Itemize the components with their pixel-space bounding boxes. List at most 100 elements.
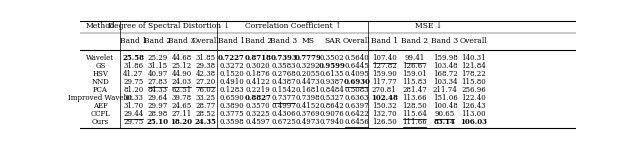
Text: 0.9599: 0.9599 (319, 62, 346, 70)
Text: 111.66: 111.66 (403, 118, 427, 126)
Text: 25.29: 25.29 (148, 54, 168, 62)
Text: 0.3598: 0.3598 (220, 118, 244, 126)
Text: 0.4387: 0.4387 (271, 78, 296, 86)
Text: 113.66: 113.66 (403, 94, 427, 102)
Text: 44.90: 44.90 (172, 70, 192, 78)
Text: 0.3272: 0.3272 (220, 62, 244, 70)
Text: 103.48: 103.48 (433, 62, 458, 70)
Text: HSV: HSV (92, 70, 108, 78)
Text: 132.70: 132.70 (372, 110, 397, 118)
Text: 126.67: 126.67 (403, 62, 427, 70)
Text: 113.00: 113.00 (461, 110, 486, 118)
Text: 0.5327: 0.5327 (320, 94, 344, 102)
Text: Band 3: Band 3 (270, 37, 298, 45)
Text: 211.74: 211.74 (433, 86, 458, 94)
Text: 270.81: 270.81 (372, 86, 397, 94)
Text: Ours: Ours (92, 118, 109, 126)
Text: 28.98: 28.98 (148, 110, 168, 118)
Text: 256.96: 256.96 (461, 86, 486, 94)
Text: 0.3769: 0.3769 (296, 110, 321, 118)
Text: 31.15: 31.15 (148, 62, 168, 70)
Text: 18.20: 18.20 (171, 118, 193, 126)
Text: 0.4973: 0.4973 (296, 118, 321, 126)
Text: 0.7393: 0.7393 (271, 54, 297, 62)
Text: 150.32: 150.32 (372, 102, 397, 110)
Text: 39.78: 39.78 (172, 94, 192, 102)
Text: MSE ↓: MSE ↓ (415, 22, 442, 30)
Text: Wavelet: Wavelet (86, 54, 115, 62)
Text: 103.34: 103.34 (433, 78, 458, 86)
Text: 0.1876: 0.1876 (246, 70, 271, 78)
Text: 24.65: 24.65 (172, 102, 192, 110)
Text: 0.4997: 0.4997 (271, 102, 296, 110)
Text: 0.4597: 0.4597 (246, 118, 271, 126)
Text: 0.3292: 0.3292 (296, 62, 321, 70)
Text: 126.50: 126.50 (372, 118, 397, 126)
Text: 0.4910: 0.4910 (219, 78, 244, 86)
Text: 0.1542: 0.1542 (271, 86, 296, 94)
Text: 0.3020: 0.3020 (246, 62, 271, 70)
Text: 30.33: 30.33 (124, 94, 143, 102)
Text: Band 1: Band 1 (371, 37, 398, 45)
Text: 115.83: 115.83 (403, 78, 427, 86)
Text: 0.3890: 0.3890 (220, 102, 244, 110)
Text: 83.14: 83.14 (434, 118, 456, 126)
Text: 29.75: 29.75 (123, 78, 143, 86)
Text: 159.90: 159.90 (372, 70, 397, 78)
Text: 107.40: 107.40 (372, 54, 397, 62)
Text: 0.5640: 0.5640 (344, 54, 369, 62)
Text: 25.12: 25.12 (172, 62, 192, 70)
Text: 0.4095: 0.4095 (344, 70, 369, 78)
Text: 0.4473: 0.4473 (296, 78, 321, 86)
Text: PCA: PCA (93, 86, 108, 94)
Text: 115.80: 115.80 (461, 78, 486, 86)
Text: 0.1681: 0.1681 (296, 86, 321, 94)
Text: NND: NND (92, 78, 109, 86)
Text: Overall: Overall (460, 37, 488, 45)
Text: 0.1283: 0.1283 (220, 86, 244, 94)
Text: 0.7940: 0.7940 (320, 118, 344, 126)
Text: 0.7377: 0.7377 (271, 94, 296, 102)
Text: 106.03: 106.03 (460, 118, 487, 126)
Text: 0.9076: 0.9076 (320, 110, 344, 118)
Text: 0.1520: 0.1520 (219, 70, 244, 78)
Text: Overall: Overall (192, 37, 220, 45)
Text: 0.4306: 0.4306 (271, 110, 296, 118)
Text: 127.82: 127.82 (372, 62, 397, 70)
Text: 0.6397: 0.6397 (344, 102, 369, 110)
Text: GS: GS (95, 62, 106, 70)
Text: 0.6363: 0.6363 (344, 94, 369, 102)
Text: Improved Wavelet: Improved Wavelet (68, 94, 132, 102)
Text: 151.06: 151.06 (433, 94, 458, 102)
Text: 76.02: 76.02 (196, 86, 216, 94)
Text: Band 3: Band 3 (431, 37, 459, 45)
Text: 99.41: 99.41 (404, 54, 425, 62)
Text: 41.27: 41.27 (123, 70, 143, 78)
Text: 33.25: 33.25 (196, 94, 216, 102)
Text: 0.6135: 0.6135 (320, 70, 344, 78)
Text: 0.3502: 0.3502 (320, 54, 344, 62)
Text: 0.3583: 0.3583 (271, 62, 296, 70)
Text: 28.77: 28.77 (196, 102, 216, 110)
Text: 168.72: 168.72 (433, 70, 458, 78)
Text: 0.3775: 0.3775 (220, 110, 244, 118)
Text: 81.20: 81.20 (123, 86, 143, 94)
Text: Band 1: Band 1 (218, 37, 245, 45)
Text: 31.86: 31.86 (124, 62, 143, 70)
Text: Band 3: Band 3 (168, 37, 195, 45)
Text: 29.75: 29.75 (123, 118, 143, 126)
Text: 0.4122: 0.4122 (246, 78, 271, 86)
Text: 44.68: 44.68 (172, 54, 192, 62)
Text: SAR: SAR (324, 37, 340, 45)
Text: 29.64: 29.64 (148, 94, 168, 102)
Text: 0.8827: 0.8827 (245, 94, 272, 102)
Text: 121.84: 121.84 (461, 62, 486, 70)
Text: 0.8718: 0.8718 (245, 54, 272, 62)
Text: 0.5083: 0.5083 (344, 86, 369, 94)
Text: 117.77: 117.77 (372, 78, 397, 86)
Text: 40.97: 40.97 (148, 70, 168, 78)
Text: Band 2: Band 2 (144, 37, 172, 45)
Text: 27.83: 27.83 (148, 78, 168, 86)
Text: 28.52: 28.52 (196, 110, 216, 118)
Text: 0.2219: 0.2219 (246, 86, 271, 94)
